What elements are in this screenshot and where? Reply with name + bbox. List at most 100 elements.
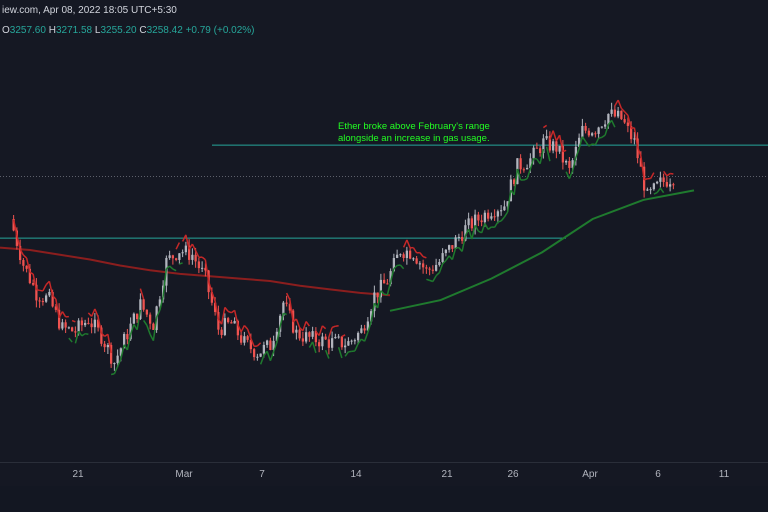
candle-body — [152, 323, 155, 330]
trend-line-segment — [42, 284, 47, 292]
candle-body — [168, 255, 171, 258]
candle-body — [87, 322, 90, 324]
trend-line-segment — [152, 316, 158, 341]
price-chart[interactable] — [0, 0, 768, 486]
trend-line-segment — [194, 250, 200, 258]
candle-body — [142, 299, 145, 310]
candle-body — [483, 212, 487, 223]
trend-line-segment — [523, 178, 528, 181]
candle-body — [490, 216, 493, 219]
candle-body — [239, 335, 243, 343]
candle-body — [418, 263, 422, 265]
trend-line-segment — [246, 328, 252, 339]
trend-line-segment — [136, 309, 142, 330]
candle-body — [434, 264, 438, 271]
source-and-time: iew.com, Apr 08, 2022 18:05 UTC+5:30 — [2, 5, 177, 16]
trend-line-segment — [146, 325, 151, 335]
trend-line-segment — [480, 223, 486, 234]
candle-body — [70, 327, 74, 332]
trend-line-segment — [289, 299, 294, 322]
candle-body — [535, 147, 539, 149]
candle-body — [334, 336, 337, 339]
candle-body — [522, 169, 526, 171]
trend-line-segment — [110, 373, 115, 376]
candle-body — [226, 318, 230, 323]
trend-line-segment — [376, 290, 382, 309]
trend-line-segment — [442, 259, 447, 265]
candle-body — [532, 147, 535, 159]
trend-line-segment — [594, 137, 600, 146]
trend-line-segment — [663, 170, 668, 177]
candle-body — [93, 319, 97, 328]
trend-line-segment — [120, 344, 125, 360]
candle-body — [64, 322, 67, 328]
candle-body — [103, 343, 106, 348]
candle-body — [363, 328, 366, 331]
candle-body — [285, 302, 288, 304]
trend-line-segment — [344, 351, 349, 357]
trend-line-segment — [432, 275, 437, 282]
trend-line-segment — [438, 263, 444, 273]
candle-body — [594, 133, 597, 135]
candle-body — [425, 267, 428, 269]
candle-body — [12, 219, 15, 231]
trend-line-segment — [370, 303, 376, 322]
candle-body — [249, 339, 253, 350]
candle-body — [402, 254, 405, 258]
second-long-ma-line — [389, 189, 695, 312]
trend-line-segment — [188, 243, 194, 250]
x-axis[interactable] — [0, 462, 768, 487]
trend-line-segment — [94, 308, 99, 318]
x-tick-label: 21 — [72, 469, 84, 480]
trend-line-segment — [100, 332, 106, 337]
candle-body — [119, 348, 123, 356]
candle-body — [529, 158, 532, 168]
candle-body — [382, 279, 386, 284]
trend-line-segment — [633, 127, 639, 148]
trend-line-segment — [513, 168, 519, 195]
candle-body — [96, 319, 100, 328]
change-value: +0.79 (+0.02%) — [185, 25, 255, 36]
candle-body — [525, 167, 529, 170]
x-tick-label: 14 — [350, 469, 362, 480]
trend-line-segment — [402, 239, 408, 248]
trend-line-segment — [614, 99, 619, 107]
candle-body — [145, 309, 149, 315]
candle-body — [496, 211, 500, 217]
trend-line-segment — [363, 331, 369, 342]
trend-line-segment — [181, 234, 187, 242]
chart-annotation: Ether broke above February's range along… — [338, 121, 490, 145]
candle-body — [311, 331, 314, 337]
candle-body — [139, 299, 142, 319]
trend-line-segment — [107, 334, 112, 354]
trend-line-segment — [588, 143, 593, 147]
trend-line-segment — [172, 268, 177, 272]
trend-line-segment — [341, 334, 346, 338]
trend-line-segment — [337, 347, 343, 359]
candle-body — [252, 349, 256, 358]
candle-body — [668, 184, 672, 187]
trend-line-segment — [471, 225, 476, 240]
x-tick-label: Apr — [582, 469, 598, 480]
trend-line-segment — [58, 311, 64, 319]
candle-body — [295, 329, 298, 333]
trend-line-segment — [129, 324, 135, 335]
candle-body — [603, 124, 607, 127]
candle-body — [191, 254, 194, 260]
trend-line-segment — [380, 290, 385, 295]
trend-line-segment — [558, 135, 564, 152]
candle-body — [100, 327, 103, 344]
trend-line-segment — [578, 136, 584, 149]
candle-body — [477, 214, 480, 221]
trend-line-segment — [467, 228, 473, 240]
candle-body — [343, 345, 347, 348]
trend-line-segment — [19, 248, 25, 256]
trend-line-segment — [659, 187, 665, 194]
trend-line-segment — [627, 115, 632, 129]
trend-line-segment — [542, 124, 548, 129]
trend-line-segment — [285, 292, 291, 301]
trend-line-segment — [55, 298, 60, 318]
candle-body — [321, 336, 324, 347]
trend-line-segment — [224, 306, 229, 312]
